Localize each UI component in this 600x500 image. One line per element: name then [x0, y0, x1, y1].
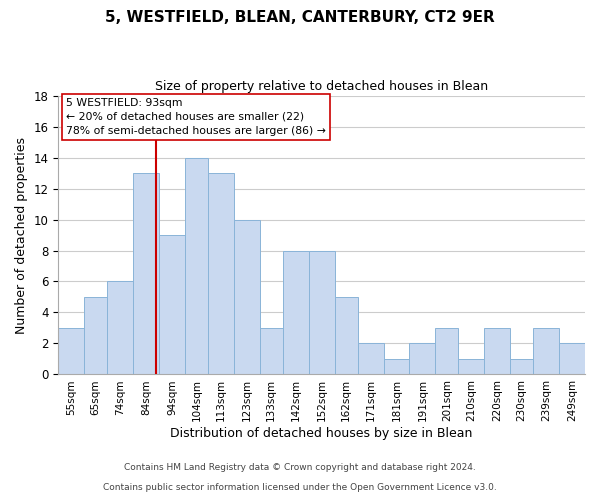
Bar: [309, 250, 335, 374]
Title: Size of property relative to detached houses in Blean: Size of property relative to detached ho…: [155, 80, 488, 93]
Bar: [409, 344, 435, 374]
Bar: [107, 282, 133, 374]
Text: 5, WESTFIELD, BLEAN, CANTERBURY, CT2 9ER: 5, WESTFIELD, BLEAN, CANTERBURY, CT2 9ER: [105, 10, 495, 25]
X-axis label: Distribution of detached houses by size in Blean: Distribution of detached houses by size …: [170, 427, 473, 440]
Text: Contains public sector information licensed under the Open Government Licence v3: Contains public sector information licen…: [103, 484, 497, 492]
Bar: [435, 328, 458, 374]
Bar: [159, 235, 185, 374]
Bar: [260, 328, 283, 374]
Bar: [335, 297, 358, 374]
Bar: [383, 359, 409, 374]
Bar: [484, 328, 510, 374]
Bar: [458, 359, 484, 374]
Text: 5 WESTFIELD: 93sqm
← 20% of detached houses are smaller (22)
78% of semi-detache: 5 WESTFIELD: 93sqm ← 20% of detached hou…: [66, 98, 326, 136]
Text: Contains HM Land Registry data © Crown copyright and database right 2024.: Contains HM Land Registry data © Crown c…: [124, 464, 476, 472]
Bar: [533, 328, 559, 374]
Bar: [559, 344, 585, 374]
Bar: [283, 250, 309, 374]
Bar: [510, 359, 533, 374]
Bar: [58, 328, 84, 374]
Bar: [133, 173, 159, 374]
Bar: [208, 173, 234, 374]
Y-axis label: Number of detached properties: Number of detached properties: [15, 136, 28, 334]
Bar: [234, 220, 260, 374]
Bar: [185, 158, 208, 374]
Bar: [84, 297, 107, 374]
Bar: [358, 344, 383, 374]
